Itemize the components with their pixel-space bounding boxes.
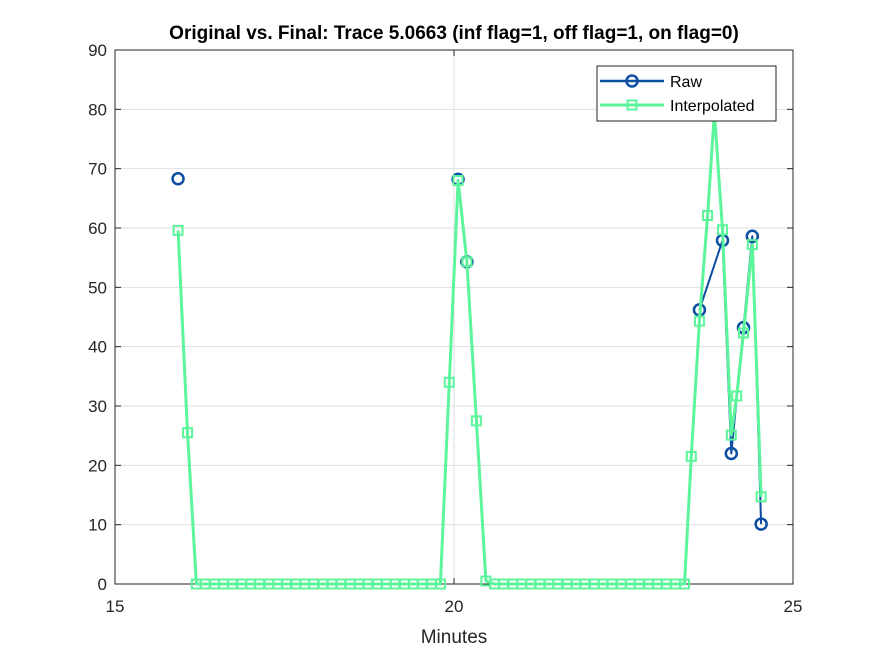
y-tick-label: 20 [88, 456, 107, 475]
data-point-raw [745, 229, 760, 244]
data-point-interpolated [702, 210, 714, 222]
data-point-interpolated [716, 224, 728, 236]
chart-title: Original vs. Final: Trace 5.0663 (inf fl… [169, 23, 739, 44]
x-tick-label: 15 [106, 597, 125, 616]
data-point-interpolated [172, 224, 184, 236]
x-tick-label: 25 [784, 597, 803, 616]
legend-label: Interpolated [670, 98, 755, 115]
x-axis-title: Minutes [421, 627, 488, 648]
data-point-interpolated [679, 578, 691, 590]
data-point-interpolated [693, 315, 705, 327]
data-point-interpolated [443, 376, 455, 388]
axis-ticks: 0 10 20 30 40 50 60 70 80 90 15 20 25 [88, 41, 802, 616]
y-tick-label: 70 [88, 160, 107, 179]
data-point-interpolated [685, 450, 697, 462]
y-tick-label: 80 [88, 100, 107, 119]
y-tick-label: 60 [88, 219, 107, 238]
y-tick-label: 0 [98, 575, 107, 594]
y-tick-label: 30 [88, 397, 107, 416]
data-point-interpolated [731, 390, 743, 402]
data-point-interpolated [452, 175, 464, 187]
legend-item-interpolated: Interpolated [600, 98, 755, 115]
data-point-raw [171, 172, 185, 186]
data-point-interpolated [470, 415, 482, 427]
legend-marker-square [626, 99, 638, 111]
data-point-interpolated [738, 327, 750, 339]
data-point-interpolated [182, 427, 194, 439]
data-point-raw [754, 517, 768, 531]
legend-item-raw: Raw [600, 74, 702, 91]
y-tick-label: 50 [88, 278, 107, 297]
data-point-interpolated [434, 578, 446, 590]
legend-box [596, 65, 777, 122]
series-raw [171, 172, 768, 531]
legend-marker-circle [625, 74, 639, 88]
series-interpolated [172, 106, 767, 590]
data-point-interpolated [746, 239, 758, 251]
legend: Raw Interpolated [596, 65, 777, 122]
grid [114, 49, 794, 585]
data-point-interpolated [755, 491, 767, 503]
legend-label: Raw [670, 74, 702, 91]
data-point-interpolated [725, 429, 737, 441]
y-tick-label: 90 [88, 41, 107, 60]
y-tick-label: 10 [88, 516, 107, 535]
x-tick-label: 20 [445, 597, 464, 616]
data-point-interpolated [461, 256, 473, 268]
y-tick-label: 40 [88, 338, 107, 357]
series-line-interpolated [176, 110, 763, 586]
data-point-raw [724, 446, 739, 461]
series-layer [171, 106, 768, 590]
